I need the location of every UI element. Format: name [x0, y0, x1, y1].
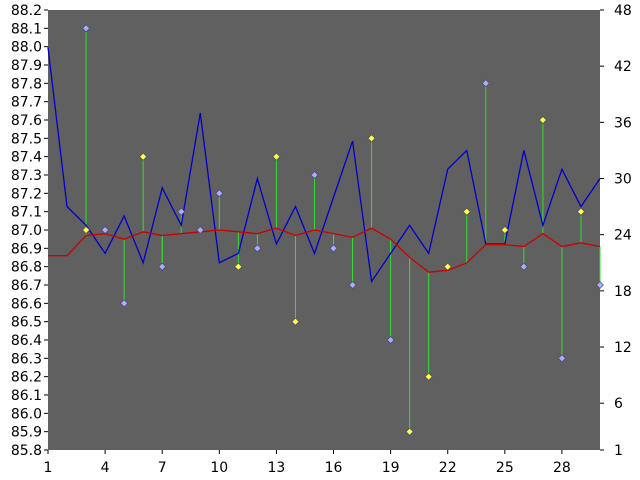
point-1-24 [481, 79, 490, 88]
point-1-28 [558, 354, 566, 363]
point-0-18 [367, 134, 376, 143]
left-tick-label: 87.4 [11, 150, 42, 166]
left-tick-label: 88.0 [11, 40, 42, 56]
x-tick-label: 1 [44, 460, 53, 476]
left-tick-label: 87.0 [11, 223, 42, 239]
right-tick-label: 24 [614, 228, 632, 244]
left-tick-label: 87.2 [11, 186, 42, 202]
x-tick-label: 25 [496, 460, 514, 476]
point-1-3 [82, 24, 90, 33]
point-1-17 [348, 281, 357, 289]
point-1-15 [310, 171, 319, 179]
x-tick-label: 10 [210, 460, 228, 476]
point-1-12 [253, 244, 262, 253]
point-1-7 [158, 262, 167, 271]
point-0-25 [500, 226, 509, 234]
point-0-11 [234, 262, 243, 271]
left-tick-label: 85.9 [11, 425, 42, 441]
x-tick-label: 28 [553, 460, 571, 476]
point-1-30 [596, 281, 604, 289]
x-tick-label: 4 [101, 460, 110, 476]
point-1-4 [101, 226, 110, 234]
left-tick-label: 86.1 [11, 388, 42, 404]
point-1-26 [519, 262, 528, 271]
point-0-20 [405, 427, 414, 436]
plot-area [48, 10, 600, 450]
point-1-5 [120, 299, 129, 308]
left-tick-label: 88.2 [11, 3, 42, 19]
left-tick-label: 87.9 [11, 58, 42, 74]
point-0-23 [462, 207, 471, 216]
left-tick-label: 86.8 [11, 260, 42, 276]
left-tick-label: 86.4 [11, 333, 42, 349]
right-tick-label: 1 [614, 443, 623, 459]
left-tick-label: 86.3 [11, 351, 42, 367]
right-tick-label: 6 [614, 396, 623, 412]
right-tick-label: 48 [614, 3, 632, 19]
point-1-10 [215, 189, 224, 198]
point-0-22 [443, 262, 452, 271]
x-tick-label: 22 [439, 460, 457, 476]
left-tick-label: 87.1 [11, 205, 42, 221]
point-1-19 [386, 336, 395, 344]
series-line-blue [47, 47, 601, 284]
left-tick-label: 86.5 [11, 315, 42, 331]
left-tick-label: 87.8 [11, 76, 42, 92]
x-tick-label: 19 [382, 460, 400, 476]
right-tick-label: 42 [614, 59, 632, 75]
left-tick-label: 86.2 [11, 370, 42, 386]
point-0-13 [272, 152, 281, 161]
series-line-red [48, 227, 601, 273]
x-tick-label: 13 [267, 460, 285, 476]
left-tick-label: 86.9 [11, 241, 42, 257]
point-1-8 [177, 207, 186, 216]
point-0-29 [577, 207, 585, 216]
left-tick-label: 87.3 [11, 168, 42, 184]
right-tick-label: 30 [614, 172, 632, 188]
left-tick-label: 87.6 [11, 113, 42, 129]
point-1-9 [196, 226, 205, 234]
left-tick-label: 87.5 [11, 131, 42, 147]
left-tick-label: 85.8 [11, 443, 42, 459]
right-tick-label: 36 [614, 115, 632, 131]
point-1-16 [329, 244, 338, 253]
left-tick-label: 88.1 [11, 21, 42, 37]
x-tick-label: 16 [325, 460, 343, 476]
point-0-6 [139, 152, 148, 161]
left-tick-label: 86.6 [11, 296, 42, 312]
point-0-3 [82, 226, 90, 234]
x-tick-label: 7 [158, 460, 167, 476]
point-0-21 [424, 372, 433, 381]
right-tick-label: 18 [614, 284, 632, 300]
left-tick-label: 86.7 [11, 278, 42, 294]
right-tick-label: 12 [614, 340, 632, 356]
point-0-27 [538, 116, 547, 124]
left-tick-label: 87.7 [11, 95, 42, 111]
point-0-14 [291, 317, 300, 326]
left-tick-label: 86.0 [11, 406, 42, 422]
